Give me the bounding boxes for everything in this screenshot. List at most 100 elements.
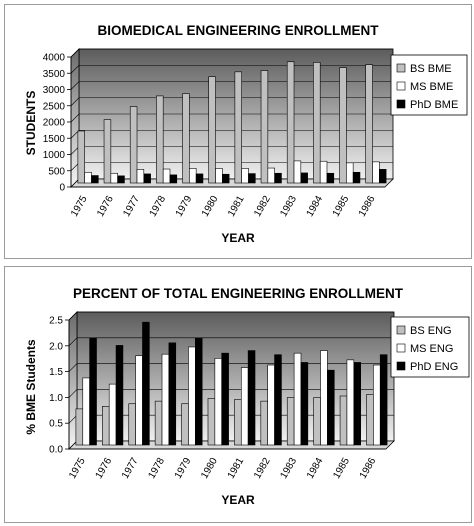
bar [339, 67, 347, 184]
y-tick-label: 4000 [43, 53, 66, 64]
legend-label: MS ENG [410, 343, 453, 355]
bar [208, 76, 216, 184]
bar [339, 395, 348, 446]
bar [353, 362, 361, 446]
x-tick-label: 1982 [252, 456, 273, 481]
bar [215, 168, 223, 184]
y-tick-label: 1500 [43, 134, 66, 145]
legend-label: PhD BME [410, 99, 458, 111]
legend-swatch [396, 361, 406, 371]
bar [129, 106, 138, 184]
legend-label: BS ENG [410, 325, 452, 337]
bar [182, 93, 190, 184]
bar [136, 169, 145, 184]
x-tick-label: 1985 [331, 456, 352, 481]
bar [207, 398, 216, 446]
bar [188, 346, 196, 446]
x-tick-label: 1976 [94, 456, 115, 481]
enrollment-chart: BIOMEDICAL ENGINEERING ENROLLMENT YEAR S… [24, 23, 468, 245]
bar [240, 367, 249, 446]
y-axis-label: % BME Students [24, 339, 38, 435]
bar [267, 364, 275, 446]
y-tick-label: 2000 [43, 118, 66, 129]
x-tick-label: 1981 [226, 194, 247, 219]
chart-title: PERCENT OF TOTAL ENGINEERING ENROLLMENT [73, 286, 404, 301]
bar [365, 64, 373, 184]
bar [320, 350, 328, 446]
bar [154, 400, 163, 446]
legend-label: PhD ENG [410, 361, 458, 373]
bar [293, 160, 302, 184]
x-tick-label: 1986 [358, 456, 379, 481]
bar [169, 174, 178, 184]
x-tick-label: 1980 [199, 456, 220, 481]
x-tick-label: 1978 [148, 194, 169, 219]
y-tick-label: 3000 [43, 85, 66, 96]
x-tick-label: 1982 [252, 194, 273, 219]
x-tick-label: 1976 [95, 194, 116, 219]
bar [143, 173, 151, 184]
gridline [68, 311, 394, 321]
x-tick-label: 1975 [67, 456, 88, 481]
bar [260, 400, 268, 446]
x-axis-label: YEAR [221, 493, 255, 507]
y-tick-label: 500 [48, 166, 65, 177]
gridline [68, 363, 394, 372]
y-tick-label: 2500 [43, 101, 66, 112]
gridline [68, 389, 394, 398]
chart-panel-percent: PERCENT OF TOTAL ENGINEERING ENROLLMENT … [4, 266, 472, 523]
bar [379, 169, 387, 184]
x-tick-label: 1978 [146, 456, 167, 481]
y-tick-label: 0.0 [49, 445, 63, 456]
x-tick-label: 1983 [278, 456, 299, 481]
bar [103, 119, 112, 184]
legend-label: MS BME [410, 81, 453, 93]
bar [241, 168, 249, 184]
gridline [68, 337, 394, 347]
x-tick-label: 1984 [305, 456, 326, 481]
bar [260, 70, 269, 184]
bar [293, 352, 302, 446]
bar [161, 353, 170, 446]
bar [267, 167, 275, 184]
x-tick-label: 1979 [174, 194, 195, 219]
bar [77, 130, 85, 184]
bar [313, 62, 321, 184]
bar [327, 369, 335, 446]
bar [352, 171, 361, 184]
bar [247, 350, 256, 446]
bar [346, 162, 354, 184]
x-tick-label: 1975 [69, 194, 90, 219]
bar [128, 403, 136, 446]
y-tick-label: 2.0 [49, 341, 63, 352]
y-tick-label: 1.5 [49, 367, 63, 378]
bar [214, 358, 223, 446]
legend-label: BS BME [410, 63, 452, 75]
x-tick-label: 1977 [120, 456, 141, 481]
x-tick-label: 1980 [200, 194, 221, 219]
bar [326, 172, 335, 184]
bar [346, 359, 355, 446]
bar [168, 342, 177, 446]
bar [319, 160, 328, 184]
y-tick-label: 0 [59, 183, 65, 194]
x-tick-label: 1984 [305, 194, 326, 219]
bar [234, 71, 242, 184]
x-tick-label: 1981 [226, 456, 247, 481]
percent-chart: PERCENT OF TOTAL ENGINEERING ENROLLMENT … [24, 286, 470, 507]
y-tick-label: 3500 [43, 69, 66, 80]
x-tick-label: 1979 [173, 456, 194, 481]
bar [142, 321, 150, 446]
bar [117, 175, 125, 184]
bar [379, 354, 388, 446]
bar [222, 173, 230, 184]
bar [274, 354, 282, 446]
bar [189, 168, 197, 184]
legend-swatch [396, 343, 406, 353]
bar [82, 377, 90, 446]
bar [181, 403, 189, 446]
y-tick-label: 2.5 [49, 316, 63, 327]
bar [248, 173, 256, 184]
bar [91, 175, 99, 184]
bar [373, 364, 381, 446]
